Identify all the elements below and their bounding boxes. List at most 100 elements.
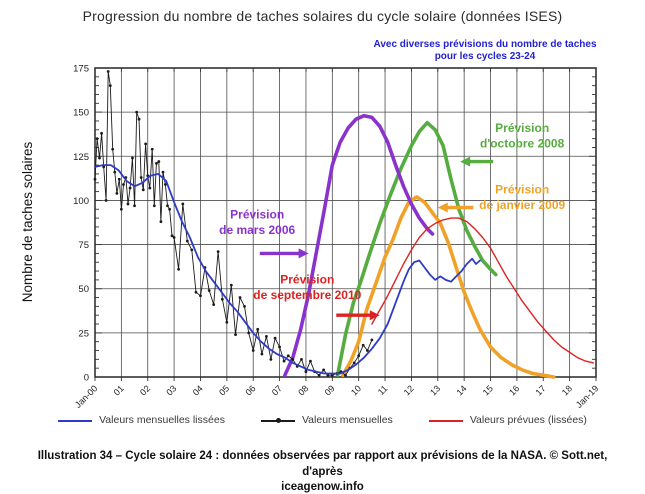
x-tick-label: 09 — [323, 383, 337, 397]
series-marker — [344, 373, 347, 377]
series-line — [335, 120, 498, 378]
series-line — [341, 195, 556, 379]
x-tick-label: 01 — [112, 383, 126, 397]
series-marker — [234, 333, 237, 337]
series-marker — [106, 70, 110, 73]
series-marker — [93, 177, 97, 181]
legend-swatch-forecast-line — [428, 416, 463, 425]
series-marker — [150, 147, 154, 151]
series-marker — [115, 191, 119, 195]
series-marker — [131, 156, 134, 160]
annotation-label: de janvier 2009 — [479, 198, 565, 212]
series-marker — [207, 289, 211, 292]
legend: Valeurs mensuelles lissées Valeurs mensu… — [0, 414, 645, 426]
series-marker — [155, 161, 158, 165]
series-marker — [152, 204, 156, 208]
series-marker — [190, 248, 194, 252]
series-marker — [128, 186, 132, 190]
series-marker — [322, 368, 326, 372]
x-tick-label: 08 — [296, 383, 310, 397]
x-tick-label: 17 — [534, 383, 548, 397]
chart-title: Progression du nombre de taches solaires… — [82, 8, 563, 24]
series-marker — [370, 338, 374, 342]
series-marker — [135, 110, 139, 114]
series-marker — [95, 137, 99, 141]
series-marker — [172, 236, 176, 239]
x-tick-label: 18 — [560, 383, 574, 397]
series-marker — [256, 327, 260, 331]
series-marker — [126, 202, 130, 206]
series-marker — [159, 220, 163, 224]
x-tick-label: 10 — [349, 383, 363, 397]
x-tick-label: 05 — [217, 383, 231, 397]
x-tick-label: 12 — [402, 383, 416, 397]
series-marker — [251, 349, 255, 352]
series-marker — [365, 349, 369, 352]
series-marker — [177, 267, 180, 271]
legend-swatch-monthly-line — [260, 416, 295, 425]
series-marker — [122, 183, 125, 186]
annotation-arrow-head — [460, 156, 471, 167]
x-tick-label: 07 — [270, 383, 284, 397]
chart-subtitle-line2: pour les cycles 23-24 — [434, 51, 536, 62]
y-tick-label: 150 — [73, 108, 89, 119]
annotation-arrow-head — [298, 248, 309, 259]
y-tick-label: 100 — [73, 196, 89, 207]
series-marker — [102, 165, 106, 169]
series-marker — [113, 170, 117, 174]
series-marker — [170, 234, 174, 238]
series-marker — [243, 304, 246, 308]
series-marker — [119, 207, 123, 211]
series-marker — [278, 345, 281, 349]
series-marker — [111, 147, 115, 151]
series-marker — [273, 336, 277, 340]
x-tick-label: Jan-19 — [574, 383, 601, 410]
x-tick-label: Jan-00 — [73, 383, 100, 410]
chart-subtitle: Avec diverses prévisions du nombre de ta… — [335, 39, 635, 63]
series-marker — [166, 204, 169, 208]
x-tick-label: 03 — [164, 383, 178, 397]
figure-caption: Illustration 34 – Cycle solaire 24 : don… — [0, 449, 645, 494]
annotation-label: de mars 2006 — [219, 223, 295, 237]
series-marker — [238, 296, 242, 299]
x-tick-label: 13 — [428, 383, 442, 397]
annotation-arrow-head — [369, 310, 380, 321]
series-marker — [286, 354, 290, 358]
series-line — [94, 71, 373, 376]
series-marker — [225, 320, 229, 324]
legend-label: Valeurs mensuelles lissées — [99, 414, 225, 426]
series-marker — [361, 343, 365, 347]
series-marker — [212, 303, 216, 307]
series-marker — [194, 290, 198, 294]
annotation-label: Prévision — [230, 207, 284, 221]
series-marker — [300, 357, 303, 361]
series-marker — [98, 156, 101, 160]
figure-caption-line1: Illustration 34 – Cycle solaire 24 : don… — [37, 450, 608, 478]
x-tick-label: 04 — [191, 383, 205, 397]
sunspot-cycle-chart: 0 25 50 75 100 125 150 175 Jan-00 01 02 03 04 05 06 07 0… — [20, 64, 601, 410]
annotation-label: de septembre 2010 — [253, 288, 361, 302]
series-marker — [352, 361, 356, 365]
x-tick-label: 15 — [481, 383, 495, 397]
series-marker — [161, 170, 165, 174]
x-tick-label: 14 — [454, 383, 468, 397]
series-marker — [108, 84, 112, 88]
figure-caption-line2: iceagenow.info — [281, 481, 364, 494]
legend-item-monthly: Valeurs mensuelles — [260, 414, 393, 426]
series-marker — [133, 204, 136, 208]
x-tick-label: 11 — [376, 383, 390, 397]
series-marker — [330, 373, 334, 377]
y-tick-label: 0 — [84, 373, 89, 384]
series-marker — [199, 294, 202, 298]
series-marker — [100, 131, 103, 135]
series-marker — [220, 297, 224, 301]
legend-swatch-smoothed-line — [58, 416, 93, 425]
series-marker — [304, 370, 308, 374]
series-marker — [269, 357, 273, 361]
y-tick-label: 75 — [78, 240, 89, 251]
legend-item-forecast: Valeurs prévues (lissées) — [428, 414, 587, 426]
annotation-label: Prévision — [495, 121, 549, 135]
series-marker — [291, 357, 295, 361]
series-marker — [137, 117, 141, 121]
